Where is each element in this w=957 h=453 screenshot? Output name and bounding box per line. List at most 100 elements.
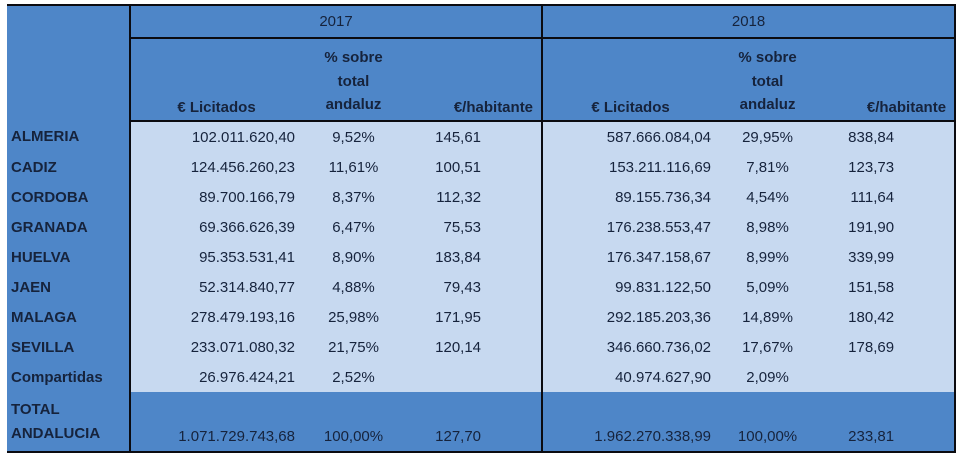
cell-2018-habitante: 123,73 [817,152,956,182]
total-2018-habitante: 233,81 [817,392,956,452]
cell-2017-habitante: 183,84 [405,242,543,272]
row-label: ALMERIA [7,121,130,152]
cell-2017-habitante: 120,14 [405,332,543,362]
total-2018-licitados: 1.962.270.338,99 [541,392,719,452]
cell-2018-habitante: 838,84 [817,121,956,152]
cell-2017-habitante: 75,53 [405,212,543,242]
header-pct-line3: andaluz [739,95,796,113]
cell-2017-pct: 11,61% [302,152,405,182]
header-pct-line2: total [751,72,784,90]
header-habitante-2017: €/habitante [405,38,543,122]
total-row-label: TOTAL ANDALUCIA [7,392,130,452]
cell-2017-pct: 25,98% [302,302,405,332]
header-pct-line3: andaluz [325,95,382,113]
cell-2018-habitante: 191,90 [817,212,956,242]
cell-2018-pct: 7,81% [718,152,818,182]
licitacion-table: 2017 2018 € Licitados % sobre total anda… [7,4,957,453]
cell-2018-licitados: 40.974.627,90 [541,362,719,392]
cell-2018-licitados: 89.155.736,34 [541,182,719,212]
cell-2018-pct: 17,67% [718,332,818,362]
cell-2018-pct: 8,99% [718,242,818,272]
cell-2018-habitante: 178,69 [817,332,956,362]
total-label-line2: ANDALUCIA [11,424,101,442]
cell-2017-habitante [405,362,543,392]
row-label: SEVILLA [7,332,130,362]
cell-2017-pct: 21,75% [302,332,405,362]
year-header-row: 2017 2018 [7,5,956,121]
cell-2018-licitados: 176.238.553,47 [541,212,719,242]
cell-2017-habitante: 171,95 [405,302,543,332]
cell-2018-licitados: 292.185.203,36 [541,302,719,332]
table-row: CORDOBA 89.700.166,79 8,37% 112,32 89.155.73… [7,182,956,212]
table-row: GRANADA 69.366.626,39 6,47% 75,53 176.238.55… [7,212,956,242]
cell-2018-habitante: 180,42 [817,302,956,332]
table-row: ALMERIA 102.011.620,40 9,52% 145,61 587.666.… [7,121,956,152]
cell-2018-habitante [817,362,956,392]
cell-2017-licitados: 102.011.620,40 [129,121,302,152]
header-pct-2018: % sobre total andaluz [718,38,818,122]
cell-2017-licitados: 124.456.260,23 [129,152,302,182]
total-2017-licitados: 1.071.729.743,68 [129,392,302,452]
table-header: 2017 2018 € Licitados % sobre total anda… [7,5,956,122]
cell-2017-licitados: 278.479.193,16 [129,302,302,332]
cell-2018-habitante: 151,58 [817,272,956,302]
total-row: TOTAL ANDALUCIA 1.071.729.743,68 100,00%… [7,392,956,452]
header-licitados-2018: € Licitados [541,38,719,122]
row-label: Compartidas [7,362,130,392]
header-habitante-2018: €/habitante [817,38,956,122]
table-row: Compartidas 26.976.424,21 2,52% 40.974.627,… [7,362,956,392]
cell-2017-pct: 8,90% [302,242,405,272]
header-pct-line1: % sobre [324,49,383,67]
cell-2017-licitados: 233.071.080,32 [129,332,302,362]
row-label: GRANADA [7,212,130,242]
cell-2018-habitante: 339,99 [817,242,956,272]
header-pct-line2: total [337,72,370,90]
cell-2018-licitados: 346.660.736,02 [541,332,719,362]
cell-2017-pct: 8,37% [302,182,405,212]
cell-2017-habitante: 145,61 [405,121,543,152]
row-label: MALAGA [7,302,130,332]
year-2018-header: 2018 [541,5,956,39]
cell-2018-pct: 5,09% [718,272,818,302]
row-label: CORDOBA [7,182,130,212]
table-row: SEVILLA 233.071.080,32 21,75% 120,14 346.660… [7,332,956,362]
total-2017-habitante: 127,70 [405,392,543,452]
row-label: CADIZ [7,152,130,182]
year-2017-header: 2017 [128,5,543,39]
cell-2017-pct: 4,88% [302,272,405,302]
table-row: HUELVA 95.353.531,41 8,90% 183,84 176.347.15… [7,242,956,272]
cell-2017-licitados: 26.976.424,21 [129,362,302,392]
cell-2017-pct: 6,47% [302,212,405,242]
cell-2017-pct: 9,52% [302,121,405,152]
cell-2017-habitante: 79,43 [405,272,543,302]
cell-2017-licitados: 95.353.531,41 [129,242,302,272]
cell-2017-licitados: 69.366.626,39 [129,212,302,242]
table-row: JAEN 52.314.840,77 4,88% 79,43 99.831.122,50… [7,272,956,302]
cell-2017-habitante: 100,51 [405,152,543,182]
total-2018-pct: 100,00% [718,392,818,452]
cell-2018-pct: 14,89% [718,302,818,332]
cell-2018-pct: 29,95% [718,121,818,152]
cell-2018-licitados: 587.666.084,04 [541,121,719,152]
table-row: MALAGA 278.479.193,16 25,98% 171,95 292.185.… [7,302,956,332]
cell-2018-licitados: 99.831.122,50 [541,272,719,302]
total-label-line1: TOTAL [11,400,60,418]
cell-2017-licitados: 52.314.840,77 [129,272,302,302]
table-footer: TOTAL ANDALUCIA 1.071.729.743,68 100,00%… [7,392,956,452]
cell-2018-pct: 2,09% [718,362,818,392]
cell-2017-pct: 2,52% [302,362,405,392]
total-2017-pct: 100,00% [302,392,405,452]
column-header-row: € Licitados % sobre total andaluz €/habi… [7,38,956,122]
cell-2018-licitados: 176.347.158,67 [541,242,719,272]
cell-2018-licitados: 153.211.116,69 [541,152,719,182]
row-label: HUELVA [7,242,130,272]
cell-2018-habitante: 111,64 [817,182,956,212]
header-pct-2017: % sobre total andaluz [302,38,405,122]
licitacion-table-container: 2017 2018 € Licitados % sobre total anda… [7,4,957,453]
corner-cell [7,5,130,121]
table-body: ALMERIA 102.011.620,40 9,52% 145,61 587.666.… [7,121,956,392]
cell-2018-pct: 8,98% [718,212,818,242]
cell-2017-licitados: 89.700.166,79 [129,182,302,212]
row-label: JAEN [7,272,130,302]
header-licitados-2017: € Licitados [129,38,302,122]
